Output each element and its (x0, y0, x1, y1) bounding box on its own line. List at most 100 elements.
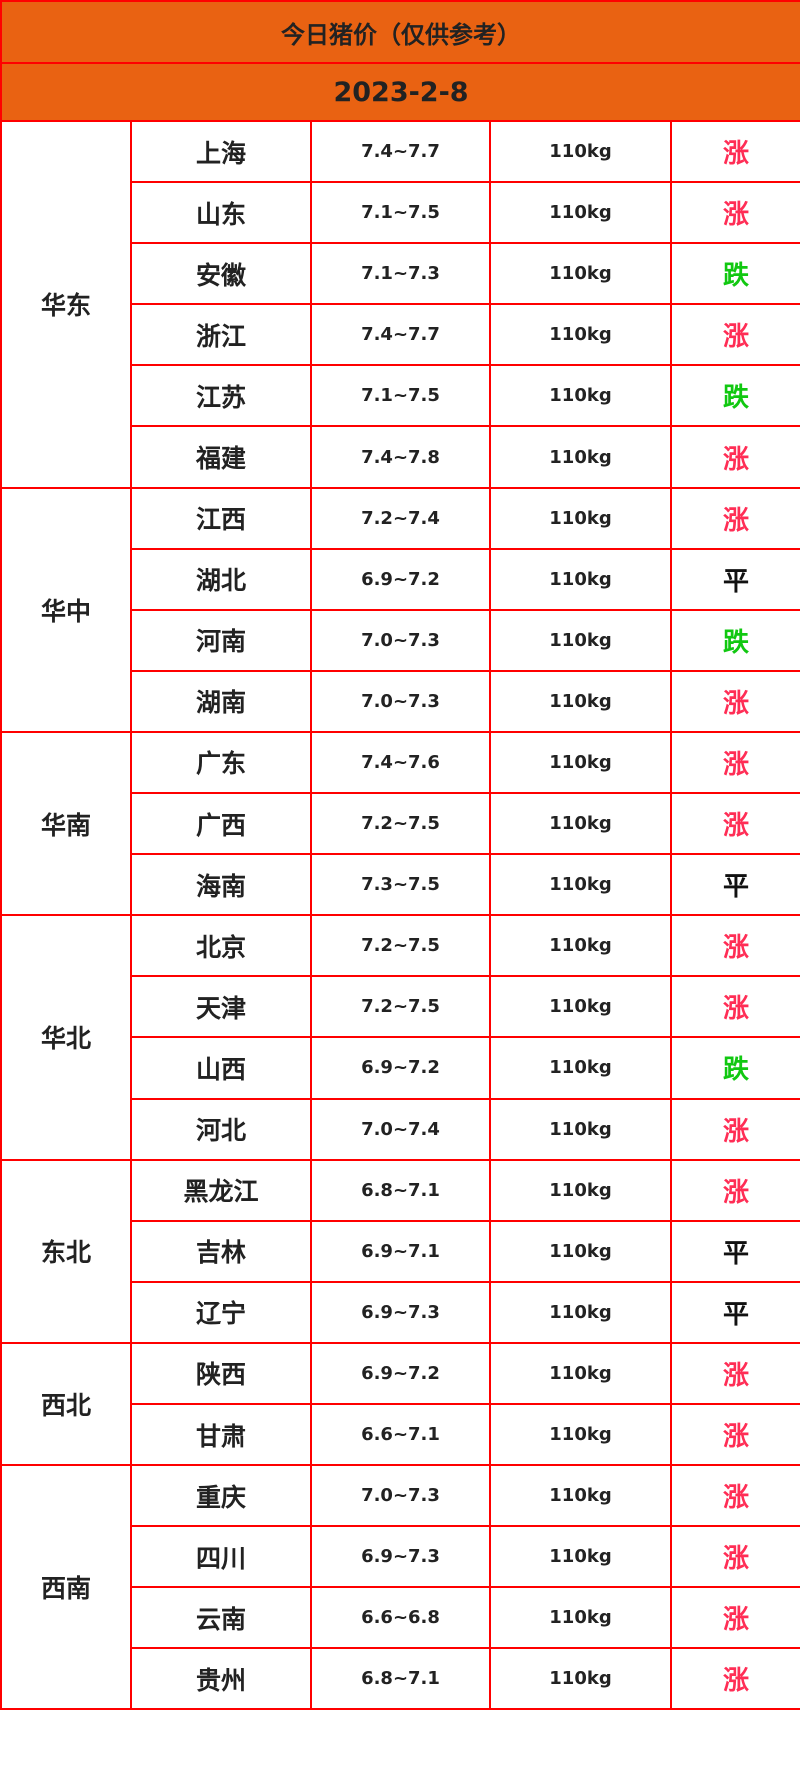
province-cell: 广西 (130, 792, 312, 856)
price-cell: 6.8~7.1 (310, 1158, 491, 1222)
trend-cell: 跌 (669, 608, 800, 672)
province-cell: 天津 (130, 975, 312, 1039)
province-cell: 重庆 (130, 1464, 312, 1528)
province-cell: 海南 (130, 853, 312, 917)
trend-cell: 平 (669, 547, 800, 611)
price-cell: 7.4~7.6 (310, 730, 491, 795)
price-cell: 7.0~7.3 (310, 608, 491, 672)
province-cell: 上海 (130, 119, 312, 184)
trend-cell: 涨 (669, 1586, 800, 1650)
trend-cell: 涨 (669, 119, 800, 184)
table-row: 东北 黑龙江 6.8~7.1 110kg 涨 (0, 1158, 800, 1344)
trend-cell: 涨 (669, 792, 800, 856)
table-row: 浙江 7.4~7.7 110kg 涨 (1, 303, 800, 367)
table-title: 今日猪价（仅供参考） (0, 0, 800, 64)
weight-cell: 110kg (489, 792, 672, 856)
table-row: 西南 重庆 7.0~7.3 110kg 涨 (0, 1464, 800, 1711)
trend-cell: 涨 (669, 181, 800, 245)
weight-cell: 110kg (489, 1586, 672, 1650)
trend-cell: 涨 (669, 730, 800, 795)
table-row: 华南 广东 7.4~7.6 110kg 涨 (0, 730, 800, 917)
region-cell: 西北 (0, 1341, 132, 1467)
province-cell: 山东 (130, 181, 312, 245)
price-cell: 7.2~7.5 (310, 914, 491, 978)
weight-cell: 110kg (489, 914, 672, 978)
price-cell: 7.4~7.7 (310, 119, 491, 184)
table-row: 河北 7.0~7.4 110kg 涨 (1, 1097, 800, 1161)
province-cell: 山西 (130, 1036, 312, 1100)
trend-cell: 涨 (669, 425, 800, 489)
trend-cell: 平 (669, 1280, 800, 1344)
trend-cell: 涨 (669, 1097, 800, 1161)
weight-cell: 110kg (489, 1097, 672, 1161)
trend-cell: 涨 (669, 975, 800, 1039)
province-cell: 河北 (130, 1097, 312, 1161)
trend-cell: 涨 (669, 1402, 800, 1467)
table-row: 天津 7.2~7.5 110kg 涨 (1, 975, 800, 1039)
price-cell: 6.9~7.3 (310, 1525, 491, 1589)
trend-cell: 涨 (669, 303, 800, 367)
province-cell: 辽宁 (130, 1280, 312, 1344)
weight-cell: 110kg (489, 1402, 672, 1467)
province-cell: 江苏 (130, 364, 312, 428)
trend-cell: 涨 (669, 1341, 800, 1405)
table-row: 广西 7.2~7.5 110kg 涨 (1, 792, 800, 856)
price-cell: 6.6~7.1 (310, 1402, 491, 1467)
price-cell: 7.0~7.4 (310, 1097, 491, 1161)
province-cell: 福建 (130, 425, 312, 489)
price-cell: 7.4~7.8 (310, 425, 491, 489)
table-row: 山西 6.9~7.2 110kg 跌 (1, 1036, 800, 1100)
price-cell: 7.0~7.3 (310, 669, 491, 733)
province-cell: 云南 (130, 1586, 312, 1650)
table-row: 福建 7.4~7.8 110kg 涨 (1, 425, 800, 489)
weight-cell: 110kg (489, 853, 672, 917)
region-cell: 东北 (0, 1158, 132, 1344)
table-row: 河南 7.0~7.3 110kg 跌 (1, 608, 800, 672)
table-row: 贵州 6.8~7.1 110kg 涨 (1, 1647, 800, 1711)
price-cell: 7.3~7.5 (310, 853, 491, 917)
trend-cell: 涨 (669, 669, 800, 733)
price-cell: 7.2~7.4 (310, 486, 491, 550)
region-cell: 华北 (0, 914, 132, 1161)
weight-cell: 110kg (489, 608, 672, 672)
trend-cell: 跌 (669, 242, 800, 306)
price-cell: 6.6~6.8 (310, 1586, 491, 1650)
province-cell: 陕西 (130, 1341, 312, 1405)
weight-cell: 110kg (489, 425, 672, 489)
price-cell: 7.1~7.5 (310, 364, 491, 428)
price-cell: 7.0~7.3 (310, 1464, 491, 1528)
weight-cell: 110kg (489, 975, 672, 1039)
weight-cell: 110kg (489, 1036, 672, 1100)
trend-cell: 涨 (669, 1647, 800, 1711)
weight-cell: 110kg (489, 303, 672, 367)
table-row: 湖北 6.9~7.2 110kg 平 (1, 547, 800, 611)
table-row: 华东 上海 7.4~7.7 110kg 涨 (0, 119, 800, 489)
table-row: 山东 7.1~7.5 110kg 涨 (1, 181, 800, 245)
trend-cell: 跌 (669, 1036, 800, 1100)
weight-cell: 110kg (489, 547, 672, 611)
table-row: 江苏 7.1~7.5 110kg 跌 (1, 364, 800, 428)
weight-cell: 110kg (489, 669, 672, 733)
weight-cell: 110kg (489, 730, 672, 795)
table-date: 2023-2-8 (0, 62, 800, 122)
weight-cell: 110kg (489, 1464, 672, 1528)
weight-cell: 110kg (489, 1525, 672, 1589)
price-cell: 6.9~7.1 (310, 1219, 491, 1283)
trend-cell: 涨 (669, 1158, 800, 1222)
pig-price-table: 今日猪价（仅供参考） 2023-2-8 华东 上海 7.4~7.7 110kg 涨山东 7… (0, 0, 800, 1711)
trend-cell: 跌 (669, 364, 800, 428)
table-row: 四川 6.9~7.3 110kg 涨 (1, 1525, 800, 1589)
trend-cell: 涨 (669, 486, 800, 550)
price-cell: 6.9~7.2 (310, 547, 491, 611)
table-row: 西北 陕西 6.9~7.2 110kg 涨 (0, 1341, 800, 1467)
price-cell: 7.2~7.5 (310, 792, 491, 856)
province-cell: 浙江 (130, 303, 312, 367)
province-cell: 江西 (130, 486, 312, 550)
price-cell: 7.1~7.5 (310, 181, 491, 245)
table-row: 安徽 7.1~7.3 110kg 跌 (1, 242, 800, 306)
table-row: 华北 北京 7.2~7.5 110kg 涨 (0, 914, 800, 1161)
price-cell: 6.9~7.2 (310, 1036, 491, 1100)
price-cell: 7.4~7.7 (310, 303, 491, 367)
province-cell: 河南 (130, 608, 312, 672)
weight-cell: 110kg (489, 119, 672, 184)
